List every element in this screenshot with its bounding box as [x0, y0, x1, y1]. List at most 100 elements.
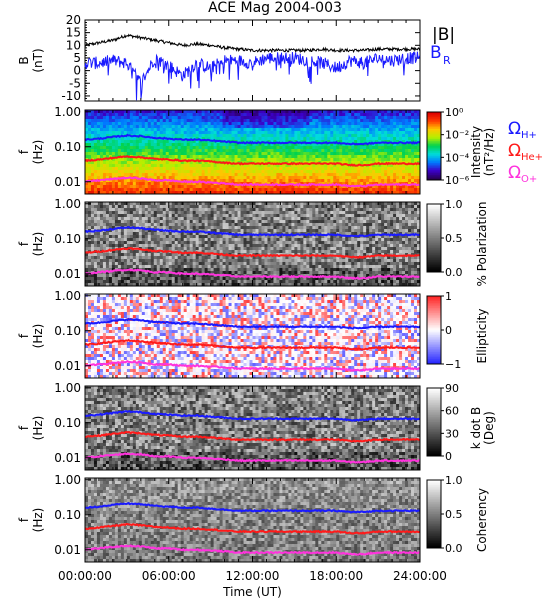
spectro-cell [327, 149, 331, 153]
spectro-cell [108, 229, 113, 233]
spectro-cell [123, 211, 128, 215]
spectro-cell [222, 214, 226, 218]
spectro-cell [207, 274, 212, 278]
spectro-cell [189, 113, 194, 117]
spectro-cell [201, 173, 206, 177]
spectro-cell [159, 262, 164, 266]
spectro-cell [114, 217, 119, 221]
spectro-cell [222, 259, 226, 263]
spectro-cell [135, 161, 140, 165]
spectro-cell [177, 167, 182, 171]
spectro-cell [111, 223, 116, 227]
spectro-cell [228, 211, 232, 215]
spectro-cell [186, 128, 191, 132]
spectro-cell [108, 223, 113, 227]
spectro-cell [240, 149, 244, 153]
spectro-cell [369, 152, 373, 156]
spectro-cell [93, 110, 98, 114]
spectro-cell [237, 238, 241, 242]
spectro-cell [354, 131, 358, 135]
spectro-cell [258, 191, 262, 195]
spectro-cell [228, 191, 232, 195]
spectro-cell [132, 223, 137, 227]
spectro-cell [237, 247, 241, 251]
spectro-cell [144, 149, 149, 153]
spectro-cell [105, 208, 110, 212]
colorbar-step [427, 159, 441, 162]
spectro-cell [144, 179, 149, 183]
spectro-cell [114, 244, 119, 248]
spectro-cell [333, 188, 337, 192]
spectro-cell [237, 170, 241, 174]
spectro-cell [183, 122, 188, 126]
spectro-cell [129, 214, 134, 218]
spectro-cell [408, 179, 412, 183]
spectro-cell [192, 220, 197, 224]
spectro-cell [102, 268, 107, 272]
spectro-cell [111, 137, 116, 141]
spectro-cell [165, 122, 170, 126]
spectro-cell [348, 170, 352, 174]
spectro-cell [162, 247, 167, 251]
spectro-cell [267, 155, 271, 159]
spectro-cell [132, 164, 137, 168]
spectro-cell [99, 214, 104, 218]
spectro-cell [267, 238, 271, 242]
spectro-cell [348, 134, 352, 138]
spectro-cell [228, 214, 232, 218]
spectro-cell [345, 161, 349, 165]
spectro-cell [237, 122, 241, 126]
spectro-cell [375, 152, 379, 156]
spectro-cell [342, 110, 346, 114]
spectro-cell [270, 110, 274, 114]
spectro-cell [195, 179, 200, 183]
spectro-cell [225, 176, 229, 180]
spectro-cell [378, 161, 382, 165]
spectro-cell [312, 143, 316, 147]
spectro-cell [180, 223, 185, 227]
spectro-cell [276, 182, 280, 186]
spectro-cell [306, 158, 310, 162]
spectro-cell [225, 256, 229, 260]
spectro-cell [312, 116, 316, 120]
spectro-cell [414, 173, 418, 177]
spectro-cell [273, 164, 277, 168]
spectro-cell [309, 185, 313, 189]
spectro-cell [186, 134, 191, 138]
spectro-cell [270, 149, 274, 153]
spectro-cell [336, 179, 340, 183]
spectro-cell [129, 208, 134, 212]
spectro-cell [156, 208, 161, 212]
spectro-cell [342, 158, 346, 162]
spectro-cell [159, 280, 164, 284]
spectro-cell [168, 167, 173, 171]
spectro-cell [141, 149, 146, 153]
spectro-cell [246, 143, 250, 147]
spectro-cell [213, 226, 218, 230]
spectro-cell [105, 211, 110, 215]
spectro-cell [87, 152, 92, 156]
spectro-cell [255, 122, 259, 126]
spectro-cell [264, 259, 268, 263]
spectro-cell [156, 167, 161, 171]
spectro-cell [258, 116, 262, 120]
spectro-cell [135, 277, 140, 281]
spectro-cell [150, 232, 155, 236]
spectro-cell [264, 167, 268, 171]
spectro-cell [261, 262, 265, 266]
spectro-cell [237, 217, 241, 221]
spectro-cell [126, 229, 131, 233]
spectro-cell [177, 149, 182, 153]
spectro-cell [117, 232, 122, 236]
spectro-cell [309, 188, 313, 192]
spectro-cell [135, 274, 140, 278]
spectro-cell [237, 214, 241, 218]
colorbar-step [427, 149, 441, 152]
spectro-cell [96, 217, 101, 221]
spectro-cell [114, 182, 119, 186]
spectro-cell [204, 280, 209, 284]
spectro-cell [225, 116, 229, 120]
spectro-cell [99, 125, 104, 129]
spectro-cell [225, 152, 229, 156]
spectro-cell [363, 170, 367, 174]
